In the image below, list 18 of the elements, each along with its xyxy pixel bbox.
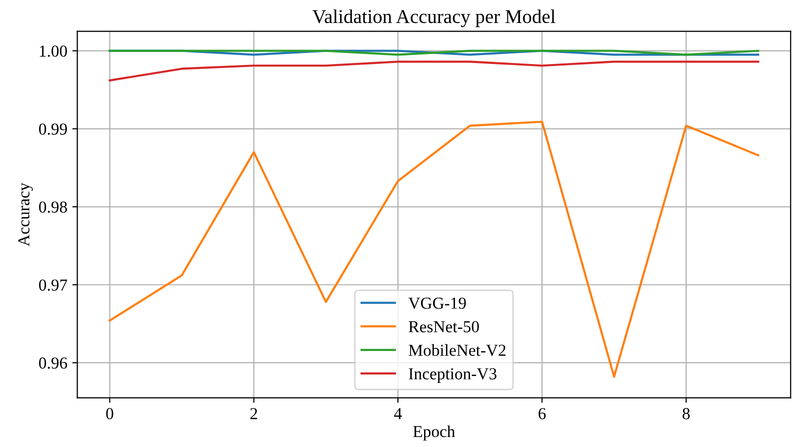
y-tick-label: 1.00 (40, 45, 67, 57)
y-axis-title: Accuracy (18, 182, 33, 246)
x-tick-label: 6 (538, 408, 546, 420)
x-tick-label: 2 (250, 408, 258, 420)
x-tick-label: 0 (106, 408, 114, 420)
legend-label: MobileNet-V2 (408, 344, 506, 356)
y-tick-label: 0.96 (39, 357, 68, 369)
legend-label: ResNet-50 (408, 321, 479, 332)
x-tick-label: 8 (682, 408, 690, 420)
x-axis-title: Epoch (413, 425, 456, 441)
legend-label: VGG-19 (408, 298, 466, 309)
y-tick-label: 0.99 (39, 123, 67, 135)
y-tick-label: 0.97 (39, 279, 68, 291)
legend-label: Inception-V3 (408, 368, 496, 383)
line-series (108, 60, 760, 82)
y-tick-label: 0.98 (39, 201, 67, 213)
x-tick-label: 4 (394, 408, 402, 420)
chart-title: Validation Accuracy per Model (312, 9, 556, 28)
